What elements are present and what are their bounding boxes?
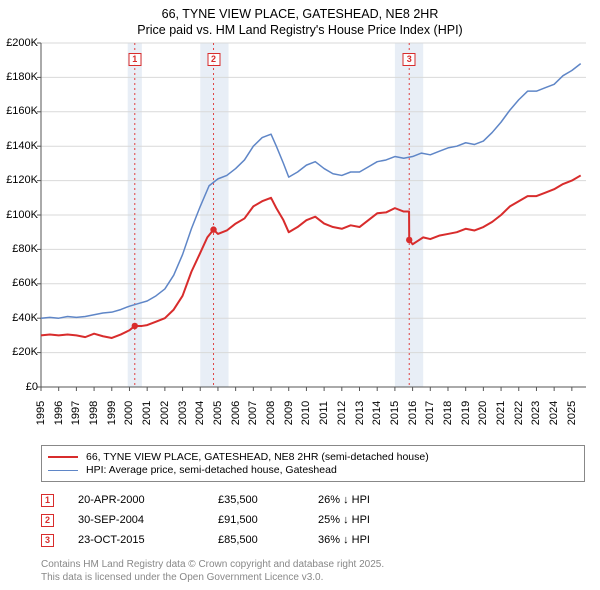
x-tick-label: 2008	[265, 400, 277, 424]
legend-item: 66, TYNE VIEW PLACE, GATESHEAD, NE8 2HR …	[48, 451, 578, 463]
x-tick-label: 2020	[478, 400, 490, 424]
y-tick-label: £40K	[0, 312, 38, 324]
x-tick-label: 2001	[141, 400, 153, 424]
chart-area: £0 £20K £40K £60K £80K £100K £120K £140K £160K £1…	[0, 39, 600, 439]
x-tick-label: 2017	[425, 400, 437, 424]
y-tick-label: £100K	[0, 209, 38, 221]
figure-container: 66, TYNE VIEW PLACE, GATESHEAD, NE8 2HR …	[0, 0, 600, 590]
transactions-table: 1 20-APR-2000 £35,500 26% ↓ HPI 2 30-SEP…	[41, 490, 428, 550]
x-tick-label: 2010	[301, 400, 313, 424]
y-tick-label: £180K	[0, 71, 38, 83]
transaction-hpi: 26% ↓ HPI	[318, 494, 428, 506]
transaction-date: 30-SEP-2004	[78, 514, 218, 526]
x-tick-label: 2006	[230, 400, 242, 424]
transaction-date: 20-APR-2000	[78, 494, 218, 506]
y-tick-label: £0	[0, 381, 38, 393]
transaction-marker: 3	[41, 534, 54, 547]
footer-line2: This data is licensed under the Open Gov…	[41, 572, 384, 585]
transaction-marker: 2	[41, 514, 54, 527]
x-tick-label: 2003	[177, 400, 189, 424]
transaction-hpi: 36% ↓ HPI	[318, 534, 428, 546]
transaction-date: 23-OCT-2015	[78, 534, 218, 546]
x-tick-label: 2022	[513, 400, 525, 424]
legend-item: HPI: Average price, semi-detached house,…	[48, 464, 578, 476]
transaction-price: £85,500	[218, 534, 318, 546]
chart-title-block: 66, TYNE VIEW PLACE, GATESHEAD, NE8 2HR …	[0, 0, 600, 39]
x-tick-label: 1995	[35, 400, 47, 424]
x-tick-label: 2009	[283, 400, 295, 424]
x-tick-label: 2007	[248, 400, 260, 424]
chart-sale-marker: 2	[207, 53, 220, 66]
title-line1: 66, TYNE VIEW PLACE, GATESHEAD, NE8 2HR	[0, 6, 600, 22]
x-tick-label: 2021	[495, 400, 507, 424]
table-row: 3 23-OCT-2015 £85,500 36% ↓ HPI	[41, 530, 428, 550]
legend-box: 66, TYNE VIEW PLACE, GATESHEAD, NE8 2HR …	[41, 445, 585, 482]
y-tick-label: £60K	[0, 277, 38, 289]
legend-swatch	[48, 456, 78, 458]
x-tick-label: 2023	[531, 400, 543, 424]
x-tick-label: 2011	[318, 401, 330, 425]
transaction-hpi: 25% ↓ HPI	[318, 514, 428, 526]
x-tick-label: 2015	[389, 400, 401, 424]
table-row: 1 20-APR-2000 £35,500 26% ↓ HPI	[41, 490, 428, 510]
x-tick-label: 2024	[548, 400, 560, 424]
table-row: 2 30-SEP-2004 £91,500 25% ↓ HPI	[41, 510, 428, 530]
y-tick-label: £160K	[0, 105, 38, 117]
transaction-price: £35,500	[218, 494, 318, 506]
title-line2: Price paid vs. HM Land Registry's House …	[0, 22, 600, 38]
x-tick-label: 2000	[124, 400, 136, 424]
x-tick-label: 2004	[194, 400, 206, 424]
x-tick-label: 2012	[336, 400, 348, 424]
footer-line1: Contains HM Land Registry data © Crown c…	[41, 559, 384, 572]
transaction-marker: 1	[41, 494, 54, 507]
x-tick-label: 2018	[442, 400, 454, 424]
x-tick-label: 2014	[371, 400, 383, 424]
x-tick-label: 1998	[88, 400, 100, 424]
x-tick-label: 2002	[159, 400, 171, 424]
x-tick-label: 1997	[71, 400, 83, 424]
y-tick-label: £140K	[0, 140, 38, 152]
legend-label: HPI: Average price, semi-detached house,…	[86, 464, 337, 476]
x-tick-label: 1996	[53, 400, 65, 424]
footer-note: Contains HM Land Registry data © Crown c…	[41, 559, 384, 584]
y-tick-label: £80K	[0, 243, 38, 255]
chart-sale-marker: 1	[128, 53, 141, 66]
transaction-price: £91,500	[218, 514, 318, 526]
y-tick-label: £200K	[0, 37, 38, 49]
legend-label: 66, TYNE VIEW PLACE, GATESHEAD, NE8 2HR …	[86, 451, 429, 463]
x-tick-label: 2016	[407, 400, 419, 424]
x-tick-label: 2005	[212, 400, 224, 424]
x-tick-label: 2013	[354, 400, 366, 424]
x-tick-label: 2025	[566, 400, 578, 424]
y-tick-label: £120K	[0, 174, 38, 186]
x-tick-label: 1999	[106, 400, 118, 424]
legend-swatch	[48, 470, 78, 471]
chart-sale-marker: 3	[403, 53, 416, 66]
y-tick-label: £20K	[0, 346, 38, 358]
x-tick-label: 2019	[460, 400, 472, 424]
